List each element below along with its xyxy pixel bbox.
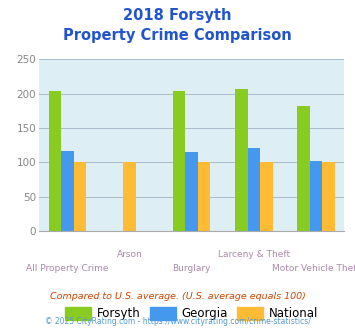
Text: Arson: Arson <box>117 250 142 259</box>
Bar <box>49 91 61 231</box>
Text: Larceny & Theft: Larceny & Theft <box>218 250 290 259</box>
Bar <box>260 162 273 231</box>
Bar <box>198 162 211 231</box>
Bar <box>322 162 335 231</box>
Bar <box>248 148 260 231</box>
Bar <box>61 151 73 231</box>
Text: Property Crime Comparison: Property Crime Comparison <box>63 28 292 43</box>
Bar <box>297 106 310 231</box>
Bar <box>73 162 86 231</box>
Bar <box>310 161 322 231</box>
Text: 2018 Forsyth: 2018 Forsyth <box>123 8 232 23</box>
Text: Motor Vehicle Theft: Motor Vehicle Theft <box>272 264 355 273</box>
Bar <box>235 89 248 231</box>
Text: Compared to U.S. average. (U.S. average equals 100): Compared to U.S. average. (U.S. average … <box>50 292 305 301</box>
Bar <box>173 91 185 231</box>
Text: All Property Crime: All Property Crime <box>26 264 109 273</box>
Bar <box>185 152 198 231</box>
Text: Burglary: Burglary <box>173 264 211 273</box>
Bar <box>123 162 136 231</box>
Text: © 2025 CityRating.com - https://www.cityrating.com/crime-statistics/: © 2025 CityRating.com - https://www.city… <box>45 317 310 326</box>
Legend: Forsyth, Georgia, National: Forsyth, Georgia, National <box>60 302 323 325</box>
